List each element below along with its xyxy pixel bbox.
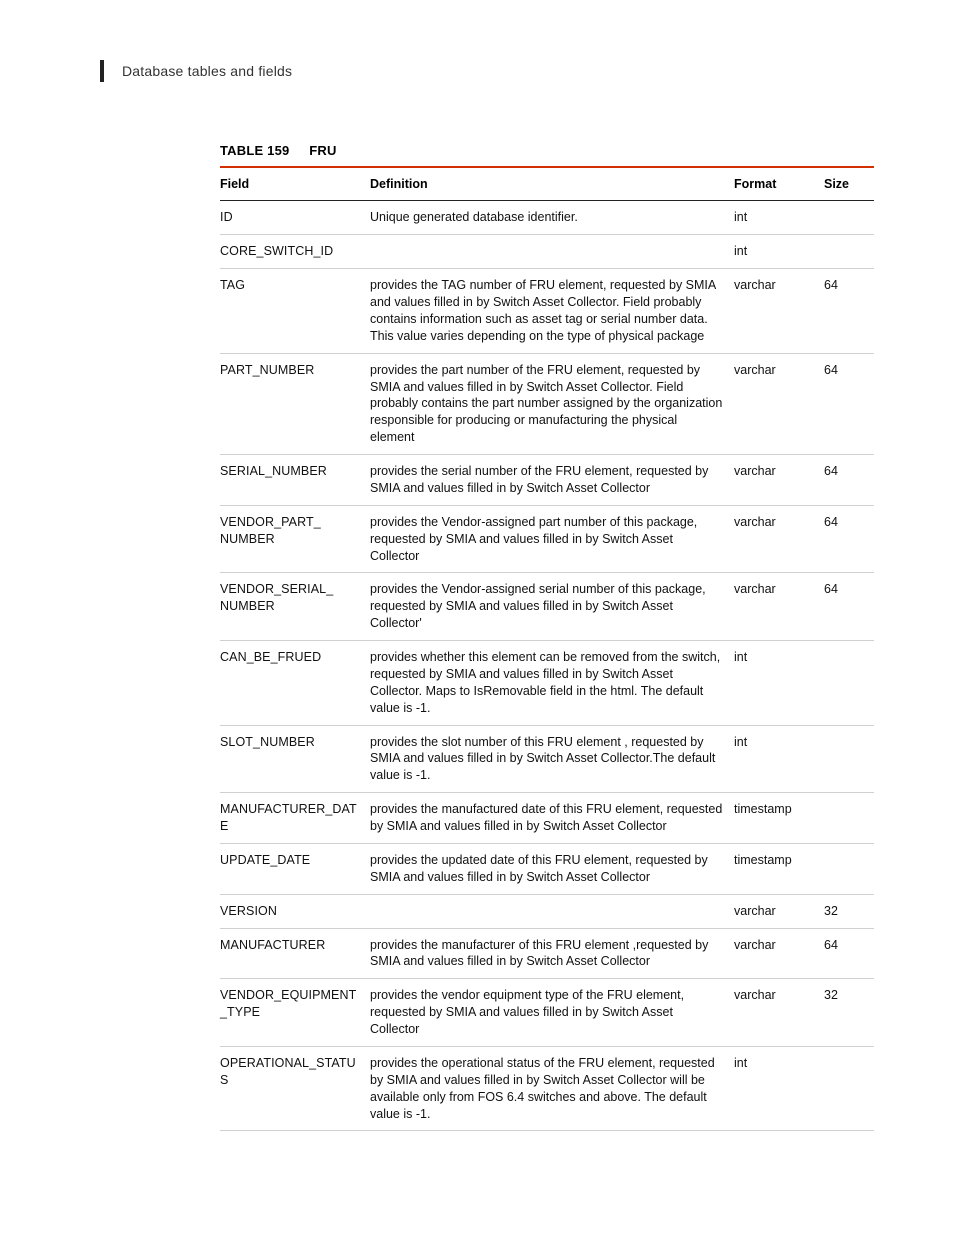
table-body: IDUnique generated database identifier.i… [220,201,874,1131]
cell-format: int [734,201,824,235]
cell-field: TAG [220,269,370,354]
cell-definition: provides the operational status of the F… [370,1046,734,1131]
cell-format: varchar [734,505,824,573]
table-container: TABLE 159 FRU Field Definition Format Si… [220,142,874,1131]
table-row: PART_NUMBERprovides the part number of t… [220,353,874,454]
cell-field: MANUFACTURER [220,928,370,979]
cell-field: ID [220,201,370,235]
table-caption: TABLE 159 FRU [220,142,874,160]
cell-size: 64 [824,505,874,573]
cell-definition: provides the manufactured date of this F… [370,793,734,844]
cell-field: UPDATE_DATE [220,843,370,894]
cell-definition: provides the slot number of this FRU ele… [370,725,734,793]
cell-field: VENDOR_SERIAL_ NUMBER [220,573,370,641]
table-row: VENDOR_PART_ NUMBERprovides the Vendor-a… [220,505,874,573]
cell-field: CAN_BE_FRUED [220,641,370,726]
cell-definition [370,894,734,928]
table-row: VENDOR_EQUIPMENT_TYPEprovides the vendor… [220,979,874,1047]
table-row: CORE_SWITCH_ID int [220,235,874,269]
cell-definition: provides the Vendor-assigned part number… [370,505,734,573]
col-header-field: Field [220,167,370,201]
cell-format: varchar [734,269,824,354]
cell-field: OPERATIONAL_STATUS [220,1046,370,1131]
cell-size [824,793,874,844]
cell-size: 64 [824,353,874,454]
cell-field: VERSION [220,894,370,928]
col-header-size: Size [824,167,874,201]
cell-size: 64 [824,455,874,506]
cell-format: int [734,641,824,726]
cell-size [824,1046,874,1131]
cell-format: varchar [734,928,824,979]
cell-definition: provides the updated date of this FRU el… [370,843,734,894]
cell-format: varchar [734,353,824,454]
cell-field: PART_NUMBER [220,353,370,454]
table-row: MANUFACTURERprovides the manufacturer of… [220,928,874,979]
cell-size: 32 [824,894,874,928]
fru-table: Field Definition Format Size IDUnique ge… [220,166,874,1132]
cell-format: int [734,1046,824,1131]
cell-format: int [734,235,824,269]
table-row: SERIAL_NUMBERprovides the serial number … [220,455,874,506]
table-row: VERSION varchar32 [220,894,874,928]
table-row: UPDATE_DATEprovides the updated date of … [220,843,874,894]
col-header-format: Format [734,167,824,201]
cell-size: 32 [824,979,874,1047]
table-row: VENDOR_SERIAL_ NUMBERprovides the Vendor… [220,573,874,641]
cell-field: CORE_SWITCH_ID [220,235,370,269]
cell-definition: Unique generated database identifier. [370,201,734,235]
cell-field: VENDOR_EQUIPMENT_TYPE [220,979,370,1047]
table-row: CAN_BE_FRUEDprovides whether this elemen… [220,641,874,726]
cell-definition: provides the part number of the FRU elem… [370,353,734,454]
table-number: TABLE 159 [220,143,289,158]
cell-size [824,843,874,894]
cell-definition: provides the Vendor-assigned serial numb… [370,573,734,641]
cell-definition: provides the TAG number of FRU element, … [370,269,734,354]
cell-format: timestamp [734,843,824,894]
cell-format: varchar [734,894,824,928]
col-header-definition: Definition [370,167,734,201]
cell-definition [370,235,734,269]
breadcrumb: Database tables and fields [122,62,292,81]
cell-size [824,201,874,235]
cell-format: varchar [734,573,824,641]
table-row: SLOT_NUMBERprovides the slot number of t… [220,725,874,793]
cell-field: MANUFACTURER_DATE [220,793,370,844]
cell-format: timestamp [734,793,824,844]
cell-field: SLOT_NUMBER [220,725,370,793]
table-row: OPERATIONAL_STATUSprovides the operation… [220,1046,874,1131]
cell-size: 64 [824,269,874,354]
table-row: IDUnique generated database identifier.i… [220,201,874,235]
cell-definition: provides the serial number of the FRU el… [370,455,734,506]
cell-definition: provides the vendor equipment type of th… [370,979,734,1047]
page-header: Database tables and fields [100,60,874,82]
cell-size: 64 [824,573,874,641]
cell-definition: provides the manufacturer of this FRU el… [370,928,734,979]
cell-size [824,725,874,793]
cell-format: varchar [734,979,824,1047]
table-row: TAGprovides the TAG number of FRU elemen… [220,269,874,354]
cell-size [824,641,874,726]
cell-size: 64 [824,928,874,979]
table-row: MANUFACTURER_DATEprovides the manufactur… [220,793,874,844]
header-accent-bar [100,60,104,82]
table-head: Field Definition Format Size [220,167,874,201]
cell-format: varchar [734,455,824,506]
cell-definition: provides whether this element can be rem… [370,641,734,726]
cell-size [824,235,874,269]
cell-field: VENDOR_PART_ NUMBER [220,505,370,573]
cell-field: SERIAL_NUMBER [220,455,370,506]
table-name: FRU [309,143,336,158]
cell-format: int [734,725,824,793]
